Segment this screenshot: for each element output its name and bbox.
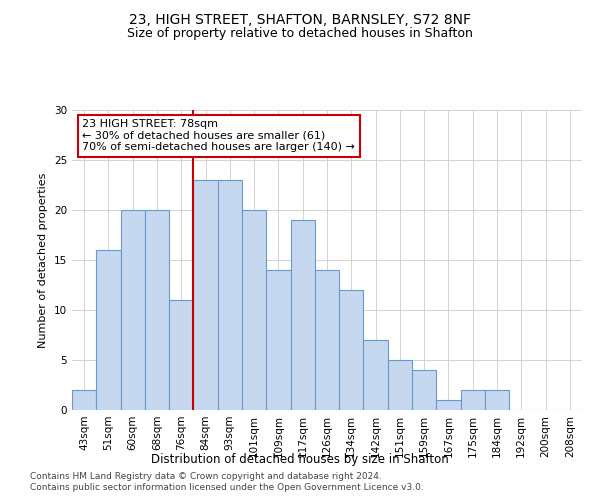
Bar: [96, 250, 121, 410]
Text: Contains HM Land Registry data © Crown copyright and database right 2024.: Contains HM Land Registry data © Crown c…: [30, 472, 382, 481]
Y-axis label: Number of detached properties: Number of detached properties: [38, 172, 49, 348]
Bar: [290, 220, 315, 410]
Bar: [169, 300, 193, 410]
Text: Size of property relative to detached houses in Shafton: Size of property relative to detached ho…: [127, 28, 473, 40]
Bar: [388, 360, 412, 410]
Bar: [193, 180, 218, 410]
Bar: [145, 210, 169, 410]
Bar: [364, 340, 388, 410]
Bar: [412, 370, 436, 410]
Bar: [315, 270, 339, 410]
Bar: [242, 210, 266, 410]
Text: 23 HIGH STREET: 78sqm
← 30% of detached houses are smaller (61)
70% of semi-deta: 23 HIGH STREET: 78sqm ← 30% of detached …: [82, 119, 355, 152]
Bar: [266, 270, 290, 410]
Bar: [339, 290, 364, 410]
Bar: [218, 180, 242, 410]
Bar: [485, 390, 509, 410]
Bar: [461, 390, 485, 410]
Bar: [436, 400, 461, 410]
Bar: [72, 390, 96, 410]
Text: Distribution of detached houses by size in Shafton: Distribution of detached houses by size …: [151, 452, 449, 466]
Text: Contains public sector information licensed under the Open Government Licence v3: Contains public sector information licen…: [30, 484, 424, 492]
Bar: [121, 210, 145, 410]
Text: 23, HIGH STREET, SHAFTON, BARNSLEY, S72 8NF: 23, HIGH STREET, SHAFTON, BARNSLEY, S72 …: [129, 12, 471, 26]
